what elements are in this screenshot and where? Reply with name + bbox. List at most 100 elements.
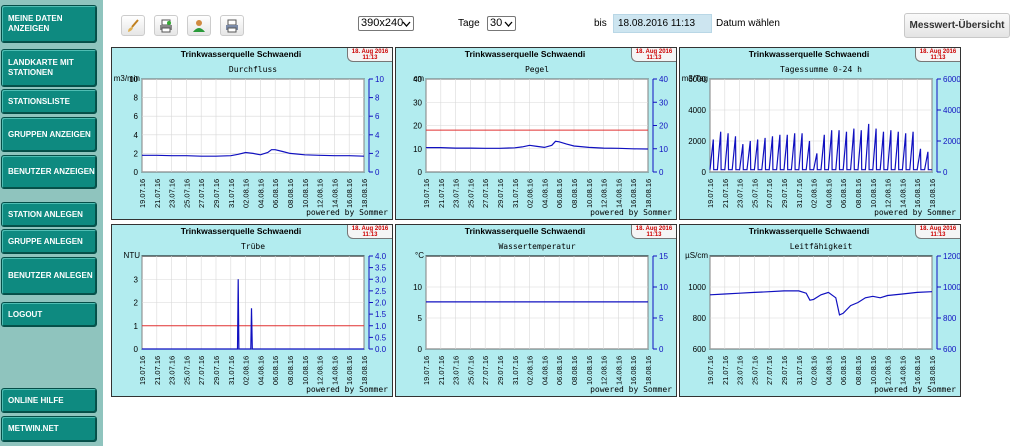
- chart-time: 11:13: [646, 55, 662, 61]
- nav-metwin[interactable]: METWIN.NET: [1, 416, 97, 442]
- right-tick-label: 0: [375, 168, 380, 177]
- right-tick-label: 5: [659, 314, 664, 323]
- x-tick-label: 06.08.16: [839, 179, 848, 208]
- right-tick-label: 20: [659, 122, 668, 131]
- date-input[interactable]: 18.08.2016 11:13: [613, 14, 712, 33]
- right-tick-label: 3.5: [375, 264, 387, 273]
- x-tick-label: 31.07.16: [227, 356, 236, 385]
- chart-date: 18. Aug 2016: [351, 226, 389, 232]
- right-tick-label: 1.5: [375, 310, 387, 319]
- y-tick-label: 40: [413, 75, 422, 84]
- printer-button[interactable]: [220, 15, 244, 36]
- y-tick-label: 0: [418, 345, 423, 354]
- x-tick-label: 25.07.16: [466, 356, 475, 385]
- data-series-line: [709, 123, 932, 171]
- nav-stationsliste[interactable]: STATIONSLISTE: [1, 89, 97, 114]
- x-tick-label: 19.07.16: [422, 356, 431, 385]
- nav-logout[interactable]: LOGOUT: [1, 302, 97, 327]
- chart-panel: Trinkwasserquelle Schwaendi 18. Aug 2016 1…: [395, 47, 677, 220]
- chart-date-badge: 18. Aug 2016 11:13: [347, 48, 392, 62]
- x-tick-label: 14.08.16: [898, 356, 907, 385]
- y-tick-label: 6000: [688, 75, 706, 84]
- x-tick-label: 25.07.16: [466, 179, 475, 208]
- x-tick-label: 27.07.16: [765, 356, 774, 385]
- nav-meine-daten[interactable]: MEINE DATEN ANZEIGEN: [1, 5, 97, 43]
- y-axis-unit: cm: [413, 74, 424, 83]
- x-tick-label: 21.07.16: [153, 179, 162, 208]
- nav-benutzer-anzeigen[interactable]: BENUTZER ANZEIGEN: [1, 155, 97, 189]
- x-tick-label: 18.08.16: [360, 356, 369, 385]
- x-tick-label: 02.08.16: [242, 356, 251, 385]
- x-tick-label: 19.07.16: [138, 356, 147, 385]
- chart-date: 18. Aug 2016: [919, 226, 957, 232]
- y-tick-label: 0: [418, 168, 423, 177]
- chevron-down-icon: [402, 21, 411, 27]
- x-tick-label: 27.07.16: [481, 179, 490, 208]
- nav-gruppe-anlegen[interactable]: GRUPPE ANLEGEN: [1, 229, 97, 254]
- x-tick-label: 12.08.16: [316, 356, 325, 385]
- nav-gruppen-anzeigen[interactable]: GRUPPEN ANZEIGEN: [1, 117, 97, 152]
- nav-benutzer-anlegen[interactable]: BENUTZER ANLEGEN: [1, 257, 97, 295]
- chart-svg: 02000400060000200040006000m3/TagTagessum…: [682, 65, 961, 208]
- x-tick-label: 12.08.16: [600, 179, 609, 208]
- x-tick-label: 06.08.16: [271, 179, 280, 208]
- x-tick-label: 16.08.16: [345, 179, 354, 208]
- x-tick-label: 12.08.16: [884, 179, 893, 208]
- nav-online-hilfe[interactable]: ONLINE HILFE: [1, 388, 97, 413]
- right-tick-label: 0: [659, 168, 664, 177]
- nav-landkarte[interactable]: LANDKARTE MIT STATIONEN: [1, 49, 97, 87]
- x-tick-label: 14.08.16: [614, 356, 623, 385]
- printer-icon: [226, 19, 238, 32]
- right-tick-label: 10: [375, 75, 384, 84]
- brush-icon: [128, 18, 139, 32]
- x-tick-label: 02.08.16: [810, 179, 819, 208]
- chart-title: Trinkwasserquelle Schwaendi: [180, 49, 302, 59]
- right-tick-label: 4000: [943, 106, 961, 115]
- chart-subtitle: Tagessumme 0-24 h: [780, 65, 862, 74]
- plot-area: [709, 255, 933, 350]
- printer-pdf-button[interactable]: [154, 15, 178, 36]
- right-tick-label: 40: [659, 75, 668, 84]
- messwert-uebersicht-button[interactable]: Messwert-Übersicht: [904, 13, 1010, 38]
- days-select[interactable]: 30: [487, 16, 516, 31]
- x-tick-label: 19.07.16: [706, 179, 715, 208]
- x-tick-label: 21.07.16: [721, 179, 730, 208]
- x-tick-label: 16.08.16: [345, 356, 354, 385]
- chart-svg: 0 5 10 0 5 10 15 °C Wassertemperatur 19.07.16 21.0…: [413, 242, 668, 385]
- x-tick-label: 23.07.16: [736, 356, 745, 385]
- y-tick-label: 0: [134, 345, 139, 354]
- x-tick-label: 18.08.16: [644, 179, 653, 208]
- x-tick-label: 04.08.16: [540, 179, 549, 208]
- x-tick-label: 08.08.16: [854, 179, 863, 208]
- right-tick-label: 15: [659, 252, 668, 261]
- x-tick-label: 10.08.16: [585, 179, 594, 208]
- x-tick-label: 18.08.16: [928, 179, 937, 208]
- data-series-line: [142, 149, 365, 157]
- user-icon: [193, 19, 205, 32]
- date-choose-link[interactable]: Datum wählen: [716, 18, 780, 29]
- chart-subtitle: Pegel: [525, 65, 549, 74]
- right-tick-label: 6: [375, 112, 380, 121]
- chart-time: 11:13: [930, 232, 946, 238]
- x-tick-label: 16.08.16: [913, 356, 922, 385]
- x-tick-label: 29.07.16: [780, 179, 789, 208]
- y-tick-label: 600: [693, 345, 707, 354]
- right-tick-label: 2.5: [375, 287, 387, 296]
- x-tick-label: 14.08.16: [614, 179, 623, 208]
- user-button[interactable]: [187, 15, 211, 36]
- x-tick-label: 16.08.16: [629, 179, 638, 208]
- right-tick-label: 3.0: [375, 275, 387, 284]
- chart-title: Trinkwasserquelle Schwaendi: [464, 226, 586, 236]
- x-tick-label: 25.07.16: [182, 356, 191, 385]
- chart-date: 18. Aug 2016: [919, 49, 957, 55]
- brush-button[interactable]: [121, 15, 145, 36]
- size-select[interactable]: 390x240: [358, 16, 414, 31]
- x-tick-label: 02.08.16: [526, 356, 535, 385]
- x-tick-label: 25.07.16: [750, 356, 759, 385]
- nav-station-anlegen[interactable]: STATION ANLEGEN: [1, 202, 97, 227]
- x-tick-label: 29.07.16: [496, 179, 505, 208]
- data-series-line: [142, 279, 364, 350]
- x-tick-label: 14.08.16: [330, 179, 339, 208]
- right-tick-label: 600: [943, 345, 957, 354]
